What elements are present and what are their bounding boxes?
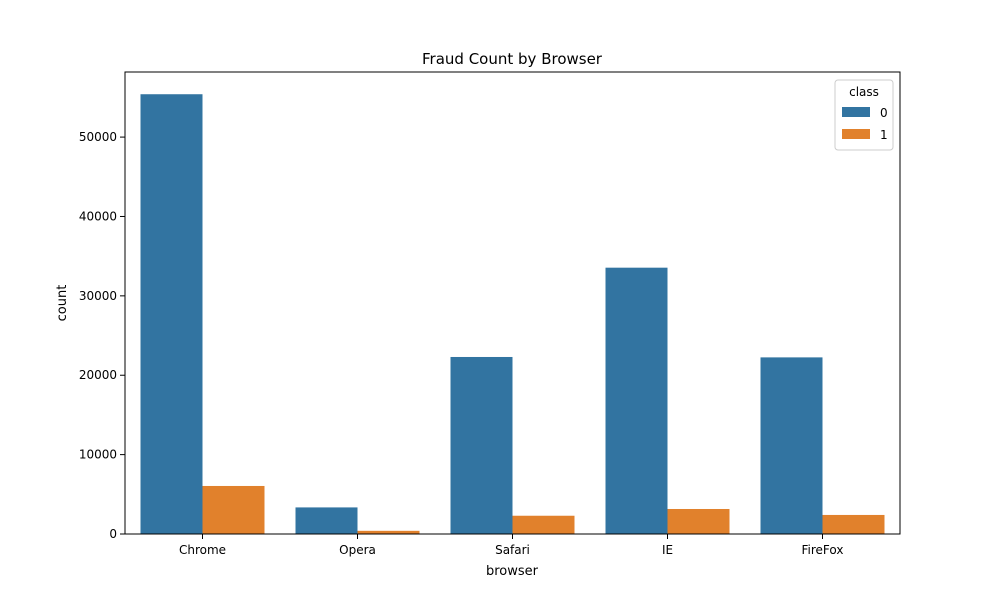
y-axis: 0 10000 20000 30000 40000 50000	[79, 130, 125, 541]
bar-chrome-class-1	[202, 485, 265, 534]
chart-title: Fraud Count by Browser	[422, 50, 603, 68]
bars-group	[140, 94, 885, 534]
bar-ie-class-0	[605, 267, 668, 534]
y-axis-label: count	[55, 285, 70, 322]
legend-label-class-1: 1	[880, 128, 888, 142]
x-axis-label: browser	[486, 564, 539, 579]
x-tick-label: Chrome	[179, 543, 226, 557]
y-tick-label: 30000	[79, 289, 117, 303]
bar-firefox-class-1	[822, 514, 885, 534]
y-tick-label: 40000	[79, 209, 117, 223]
y-tick-label: 0	[109, 527, 117, 541]
legend: class 01	[834, 79, 894, 151]
legend-swatch-class-1	[842, 129, 870, 139]
legend-label-class-0: 0	[880, 106, 888, 120]
legend-swatch-class-0	[842, 107, 870, 117]
bar-safari-class-1	[512, 515, 575, 534]
plot-frame	[124, 71, 901, 535]
bar-opera-class-1	[357, 530, 420, 534]
x-tick-label: Safari	[495, 543, 530, 557]
bar-opera-class-0	[295, 507, 358, 534]
y-tick-label: 10000	[79, 448, 117, 462]
bar-firefox-class-0	[760, 357, 823, 534]
x-tick-label: FireFox	[802, 543, 844, 557]
x-axis: Chrome Opera Safari IE FireFox	[179, 534, 844, 557]
legend-items: 01	[842, 106, 888, 142]
bar-chrome-class-0	[140, 94, 203, 534]
bar-safari-class-0	[450, 356, 513, 534]
y-tick-label: 50000	[79, 130, 117, 144]
x-tick-label: Opera	[339, 543, 376, 557]
bar-ie-class-1	[667, 508, 730, 534]
y-tick-label: 20000	[79, 368, 117, 382]
x-tick-label: IE	[662, 543, 673, 557]
legend-title: class	[849, 85, 879, 99]
